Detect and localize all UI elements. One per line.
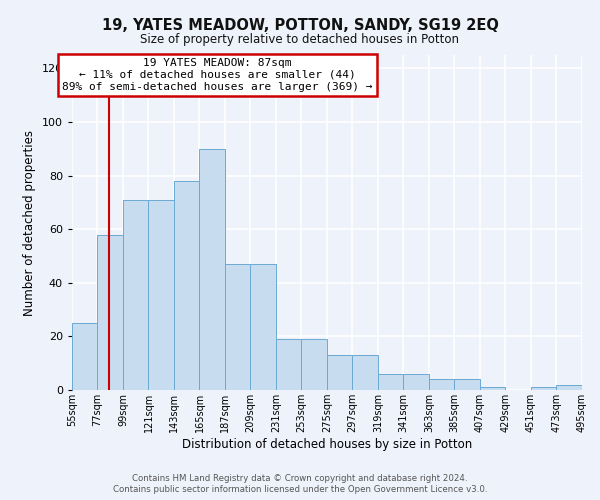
- Bar: [531, 388, 556, 390]
- Y-axis label: Number of detached properties: Number of detached properties: [23, 130, 36, 316]
- Bar: [225, 264, 251, 390]
- Bar: [327, 355, 352, 390]
- X-axis label: Distribution of detached houses by size in Potton: Distribution of detached houses by size …: [182, 438, 472, 451]
- Text: Size of property relative to detached houses in Potton: Size of property relative to detached ho…: [140, 32, 460, 46]
- Text: 19 YATES MEADOW: 87sqm
← 11% of detached houses are smaller (44)
89% of semi-det: 19 YATES MEADOW: 87sqm ← 11% of detached…: [62, 58, 373, 92]
- Bar: [352, 355, 378, 390]
- Bar: [199, 149, 225, 390]
- Text: 19, YATES MEADOW, POTTON, SANDY, SG19 2EQ: 19, YATES MEADOW, POTTON, SANDY, SG19 2E…: [101, 18, 499, 32]
- Bar: [97, 234, 123, 390]
- Bar: [556, 384, 582, 390]
- Bar: [174, 181, 199, 390]
- Bar: [429, 380, 455, 390]
- Bar: [301, 339, 327, 390]
- Bar: [480, 388, 505, 390]
- Bar: [123, 200, 148, 390]
- Bar: [276, 339, 301, 390]
- Bar: [148, 200, 174, 390]
- Bar: [72, 323, 97, 390]
- Text: Contains HM Land Registry data © Crown copyright and database right 2024.
Contai: Contains HM Land Registry data © Crown c…: [113, 474, 487, 494]
- Bar: [403, 374, 429, 390]
- Bar: [378, 374, 403, 390]
- Bar: [455, 380, 480, 390]
- Bar: [251, 264, 276, 390]
